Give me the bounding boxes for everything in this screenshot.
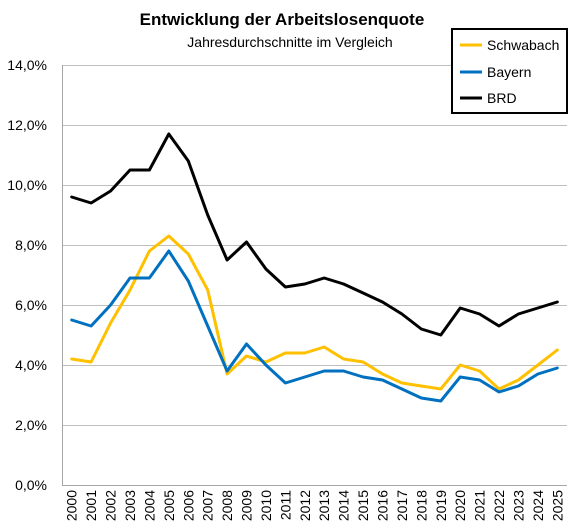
y-tick-label: 4,0% (15, 357, 47, 373)
x-tick-label: 2009 (239, 490, 255, 521)
legend-item-brd: BRD (460, 90, 517, 106)
legend: Schwabach Bayern BRD (451, 28, 568, 114)
x-axis-tick-labels: 2000 2001 2002 2003 2004 2005 2006 2007 2008 2009… (64, 490, 566, 521)
series-lines (70, 132, 559, 403)
legend-item-schwabach: Schwabach (460, 37, 559, 53)
x-tick-label: 2021 (472, 490, 488, 521)
x-tick-label: 2001 (83, 490, 99, 521)
y-tick-label: 12,0% (7, 117, 47, 133)
series-line-brd (70, 132, 559, 337)
x-tick-label: 2012 (297, 490, 313, 521)
x-tick-label: 2017 (394, 490, 410, 521)
x-tick-label: 2011 (277, 490, 293, 520)
x-tick-label: 2018 (413, 490, 429, 521)
y-axis-tick-labels: 0,0% 2,0% 4,0% 6,0% 8,0% 10,0% 12,0% 14,0% (7, 57, 47, 493)
legend-label-schwabach: Schwabach (487, 37, 559, 53)
series-line-schwabach (70, 234, 559, 391)
axes (62, 65, 567, 486)
x-tick-label: 2006 (180, 490, 196, 521)
x-tick-label: 2000 (64, 490, 80, 521)
legend-item-bayern: Bayern (460, 64, 531, 80)
x-tick-label: 2003 (122, 490, 138, 521)
y-tick-label: 0,0% (15, 477, 47, 493)
x-tick-label: 2005 (161, 490, 177, 521)
x-tick-label: 2013 (316, 490, 332, 521)
x-tick-label: 2023 (510, 490, 526, 521)
y-tick-label: 14,0% (7, 57, 47, 73)
chart-title: Entwicklung der Arbeitslosenquote (140, 10, 425, 29)
series-line-bayern (70, 249, 559, 403)
y-tick-label: 10,0% (7, 177, 47, 193)
x-tick-label: 2007 (200, 490, 216, 521)
legend-label-bayern: Bayern (487, 64, 531, 80)
x-tick-label: 2002 (103, 490, 119, 521)
chart-subtitle: Jahresdurchschnitte im Vergleich (187, 34, 392, 50)
x-tick-label: 2022 (491, 490, 507, 521)
x-tick-label: 2004 (141, 490, 157, 521)
y-tick-label: 8,0% (15, 237, 47, 253)
x-tick-label: 2010 (258, 490, 274, 521)
x-tick-label: 2014 (336, 490, 352, 521)
x-tick-label: 2019 (433, 490, 449, 521)
legend-label-brd: BRD (487, 90, 517, 106)
y-tick-label: 6,0% (15, 297, 47, 313)
x-tick-label: 2015 (355, 490, 371, 521)
x-tick-label: 2025 (549, 490, 565, 521)
x-tick-label: 2008 (219, 490, 235, 521)
y-tick-label: 2,0% (15, 417, 47, 433)
x-tick-label: 2024 (530, 490, 546, 521)
x-tick-label: 2020 (452, 490, 468, 521)
x-tick-label: 2016 (375, 490, 391, 521)
